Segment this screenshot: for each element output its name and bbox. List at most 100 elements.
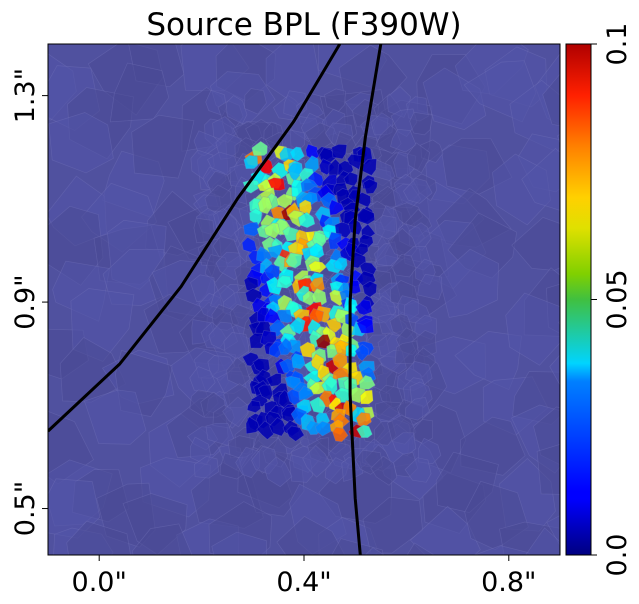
x-tick-label: 0.0" (72, 567, 127, 598)
voronoi-cell (362, 496, 423, 554)
colorbar (565, 43, 592, 556)
voronoi-cell (390, 128, 417, 153)
voronoi-cell (286, 425, 305, 442)
voronoi-cell (333, 257, 348, 271)
voronoi-cell (215, 251, 242, 281)
x-axis: 0.0" 0.4" 0.8" (72, 555, 536, 598)
voronoi-cell (286, 388, 302, 406)
colorbar-tick-label: 0.05 (602, 269, 633, 329)
voronoi-cell (242, 221, 262, 237)
voronoi-cell (355, 412, 372, 427)
voronoi-cell (48, 112, 114, 174)
voronoi-cell (556, 133, 560, 145)
x-tick-label: 0.4" (276, 567, 331, 598)
voronoi-cell (549, 354, 560, 386)
voronoi-cell (268, 417, 287, 437)
voronoi-cell (193, 456, 220, 479)
y-tick-label: 1.3" (10, 68, 41, 123)
voronoi-cell (525, 527, 560, 555)
voronoi-cell (406, 542, 435, 555)
voronoi-cell (328, 199, 346, 216)
voronoi-cell (356, 424, 373, 439)
voronoi-cell (315, 334, 333, 349)
voronoi-cell (308, 260, 328, 274)
voronoi-cell (257, 196, 273, 215)
voronoi-cell (417, 437, 442, 465)
voronoi-cell (370, 455, 398, 486)
voronoi-cell (542, 73, 560, 127)
voronoi-cell (243, 154, 259, 170)
voronoi-cell (245, 416, 261, 435)
voronoi-cell (278, 337, 293, 356)
voronoi-cell (359, 389, 374, 405)
voronoi-cell (291, 353, 306, 370)
voronoi-cell (350, 251, 367, 269)
voronoi-cell (505, 292, 560, 366)
voronoi-cell (354, 343, 369, 362)
voronoi-cell (131, 523, 193, 555)
voronoi-cell (546, 515, 560, 547)
voronoi-cell (193, 217, 216, 244)
voronoi-cell (267, 177, 286, 191)
voronoi-cell (219, 452, 244, 480)
voronoi-cell (308, 380, 328, 395)
voronoi-cell (521, 148, 560, 211)
voronoi-cell (364, 547, 385, 555)
voronoi-cell (331, 143, 348, 160)
voronoi-cell (298, 211, 316, 229)
caustic-curves (48, 44, 383, 555)
voronoi-cell (246, 400, 262, 414)
voronoi-cell (131, 114, 195, 179)
voronoi-cell (216, 211, 240, 243)
voronoi-cell (66, 520, 132, 555)
voronoi-cell (263, 222, 281, 240)
voronoi-cell (536, 444, 560, 495)
voronoi-cell (276, 309, 293, 324)
voronoi-cell (276, 515, 346, 555)
voronoi-cell (251, 140, 268, 157)
voronoi-cell (374, 215, 398, 240)
voronoi-cell (102, 248, 168, 306)
colorbar-ticks: 0.0 0.05 0.1 (591, 23, 633, 576)
voronoi-cell (355, 299, 373, 316)
voronoi-cell (375, 401, 401, 422)
x-tick-label: 0.8" (481, 567, 536, 598)
voronoi-cell (391, 254, 417, 278)
voronoi-cell (276, 275, 293, 289)
voronoi-cells (48, 44, 560, 604)
voronoi-cell (404, 457, 432, 483)
voronoi-cell (302, 445, 332, 478)
voronoi-cell (417, 273, 443, 301)
y-tick-label: 0.5" (10, 481, 41, 536)
voronoi-cell (356, 318, 375, 334)
caustic-curve (348, 44, 383, 555)
voronoi-cell (405, 397, 431, 421)
voronoi-cell (289, 316, 306, 335)
voronoi-cell (222, 396, 249, 428)
voronoi-cell (266, 373, 282, 387)
voronoi-cell (332, 426, 349, 443)
voronoi-cell (211, 531, 268, 555)
voronoi-cell (249, 332, 265, 349)
voronoi-cell (285, 252, 303, 269)
chart-title: Source BPL (F390W) (146, 7, 461, 43)
y-axis: 1.3" 0.9" 0.5" (10, 68, 48, 536)
voronoi-cell (225, 95, 248, 125)
caustic-curve (48, 44, 342, 433)
voronoi-cell (409, 111, 434, 136)
voronoi-cell (83, 389, 147, 445)
voronoi-cell (309, 329, 326, 349)
voronoi-cell (314, 420, 331, 437)
voronoi-cell (244, 88, 267, 115)
voronoi-cell (358, 374, 376, 390)
voronoi-cell (300, 178, 319, 193)
colorbar-tick-label: 0.1 (602, 23, 633, 66)
voronoi-cell (406, 142, 430, 174)
voronoi-cell (298, 385, 315, 401)
voronoi-cell (192, 564, 270, 604)
voronoi-cell (362, 178, 378, 195)
voronoi-cell (257, 384, 274, 401)
voronoi-cell (264, 456, 293, 488)
voronoi-cell (289, 146, 305, 162)
